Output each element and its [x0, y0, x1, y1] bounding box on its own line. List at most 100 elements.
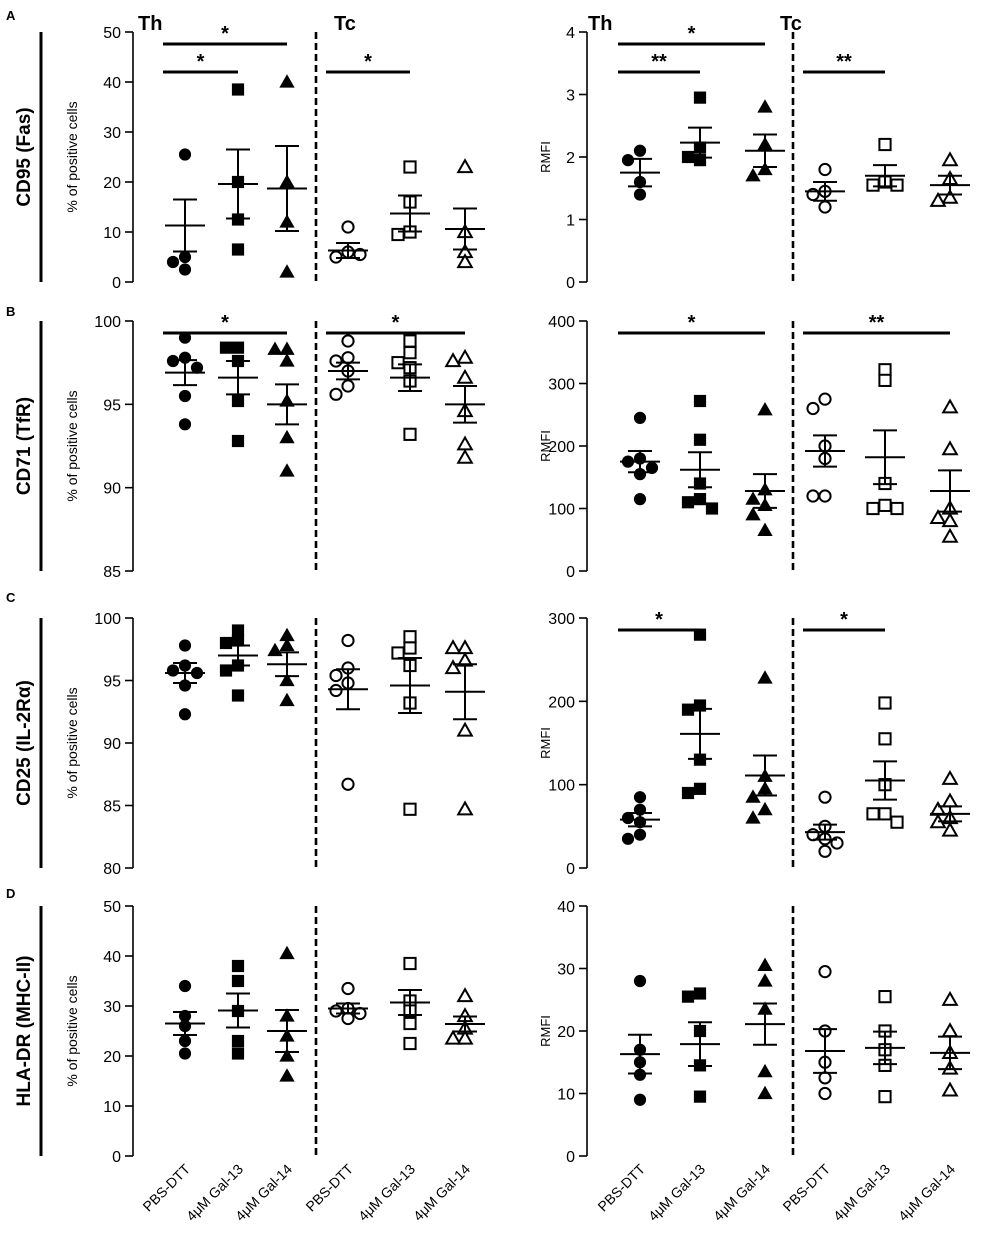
data-point	[866, 178, 880, 192]
data-point	[866, 501, 880, 516]
y-tick-label: 85	[103, 799, 121, 816]
data-point	[403, 630, 417, 644]
y-axis-label: RMFI	[538, 727, 553, 759]
data-point	[757, 161, 773, 176]
group-0	[165, 148, 205, 276]
significance-label: *	[364, 51, 372, 73]
data-point	[178, 1047, 192, 1060]
group-5	[445, 158, 485, 269]
data-point	[403, 427, 417, 441]
group-2	[267, 627, 307, 707]
group-5	[929, 398, 970, 543]
group-2	[745, 99, 785, 182]
data-point	[818, 965, 832, 979]
x-label: 4μM Gal-14	[410, 1161, 473, 1224]
y-tick-label: 3	[566, 88, 575, 105]
group-3	[805, 790, 845, 858]
y-axis-label: % of positive cells	[64, 101, 80, 212]
group-3	[805, 392, 845, 503]
group-1	[218, 341, 258, 448]
data-point	[279, 463, 295, 477]
data-point	[806, 489, 820, 503]
group-0	[165, 331, 205, 431]
panel-letter: D	[6, 886, 15, 901]
data-point	[231, 959, 245, 973]
data-point	[456, 448, 474, 464]
data-point	[279, 264, 295, 278]
data-point	[329, 354, 343, 368]
data-point	[403, 1036, 417, 1051]
group-4	[865, 137, 905, 192]
data-point	[757, 801, 773, 816]
data-point	[279, 692, 295, 707]
y-tick-label: 10	[557, 1087, 575, 1104]
data-point	[456, 158, 474, 174]
group-3	[328, 981, 368, 1026]
y-tick-label: 20	[103, 1049, 121, 1066]
panel-letter: A	[6, 8, 16, 23]
data-point	[705, 502, 719, 515]
data-point	[329, 387, 343, 401]
data-point	[757, 670, 773, 684]
group-0	[620, 791, 660, 845]
panel-4-percent: 0 10 20 30 40 50 % of positive cells HLA-DR (MH…	[6, 886, 485, 1166]
data-point	[693, 394, 707, 408]
panel-2-percent: 85 90 95 100 % of positive cells * * CD71 (TfR)…	[6, 304, 485, 581]
group-5	[444, 987, 485, 1045]
significance-label: *	[197, 51, 205, 73]
data-point	[878, 363, 892, 377]
data-point	[757, 957, 773, 971]
group-3	[805, 162, 845, 214]
data-point	[693, 987, 707, 1000]
y-tick-label: 200	[548, 694, 575, 711]
data-point	[941, 821, 959, 837]
y-tick-label: 200	[548, 439, 575, 456]
data-point	[341, 351, 355, 365]
group-4	[390, 160, 430, 242]
data-point	[456, 253, 474, 269]
data-point	[279, 1048, 295, 1062]
data-point	[231, 634, 245, 647]
data-point	[329, 683, 343, 698]
y-tick-label: 0	[566, 275, 575, 292]
panel-letter: B	[6, 304, 15, 319]
y-tick-label: 100	[548, 778, 575, 795]
data-point	[757, 522, 773, 536]
data-point	[633, 791, 647, 804]
y-tick-label: 50	[103, 899, 121, 916]
data-point	[681, 786, 695, 800]
data-point	[219, 636, 233, 650]
data-point	[818, 200, 832, 214]
data-point	[456, 721, 474, 737]
significance-label: **	[869, 312, 885, 334]
row-label: CD71 (TfR)	[14, 397, 35, 495]
y-tick-label: 4	[566, 25, 575, 42]
y-tick-label: 85	[103, 564, 121, 581]
data-point	[818, 1071, 832, 1085]
x-label: 4μM Gal-13	[645, 1161, 708, 1224]
data-point	[878, 1090, 892, 1104]
x-label: PBS-DTT	[139, 1160, 193, 1214]
group-0	[620, 411, 660, 506]
y-axis-label: % of positive cells	[64, 390, 80, 501]
y-tick-label: 90	[103, 481, 121, 498]
y-tick-label: 95	[103, 674, 121, 691]
data-point	[279, 637, 295, 652]
panel-4-rmfi: 0 10 20 30 40 RMFI	[538, 899, 970, 1166]
x-label: 4μM Gal-13	[830, 1161, 893, 1224]
y-tick-label: 0	[566, 861, 575, 878]
data-point	[279, 1068, 295, 1082]
data-point	[633, 144, 647, 157]
group-0	[620, 144, 660, 201]
y-axis-label: RMFI	[538, 430, 553, 462]
data-point	[681, 990, 695, 1003]
data-point	[693, 782, 707, 795]
data-point	[178, 389, 192, 403]
data-point	[178, 979, 192, 993]
data-point	[279, 672, 295, 687]
data-point	[941, 770, 959, 785]
data-point	[391, 646, 405, 660]
y-tick-label: 300	[548, 611, 575, 628]
group-5	[929, 770, 970, 837]
